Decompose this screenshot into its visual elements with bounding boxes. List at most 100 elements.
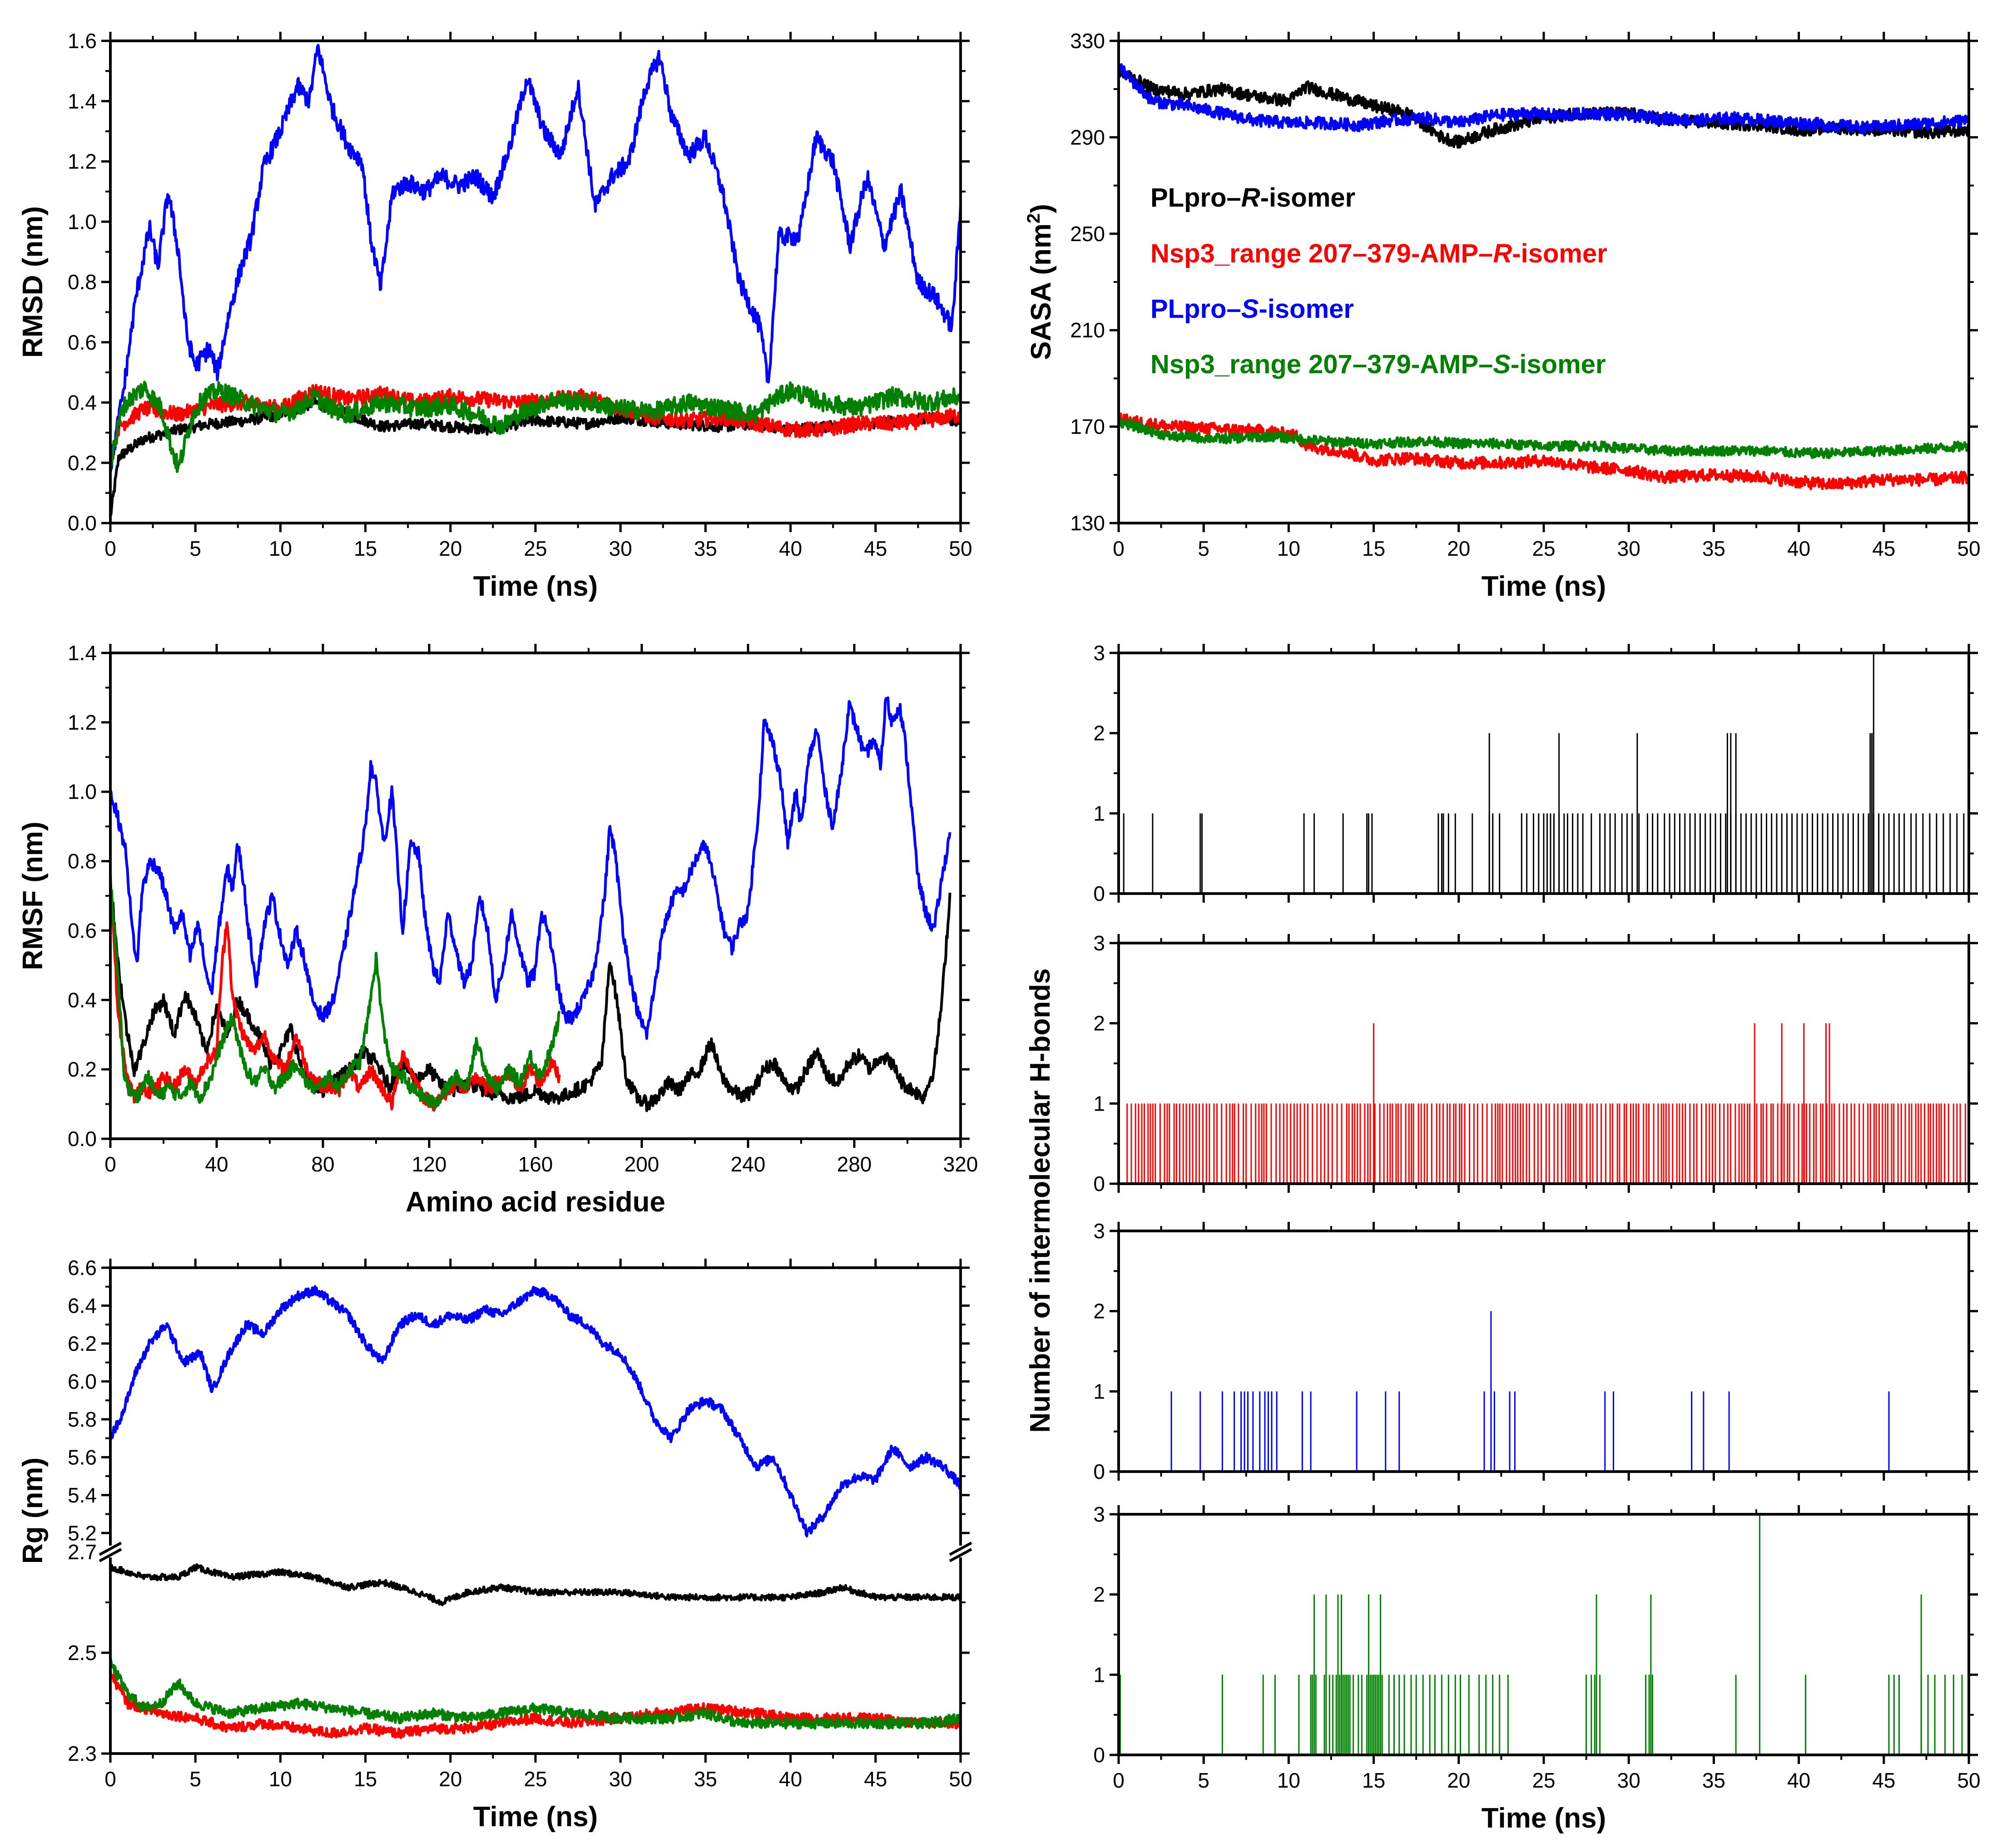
- x-tick-label: 200: [624, 1152, 659, 1176]
- y-tick-label: 5.2: [68, 1521, 97, 1545]
- y-tick-label: 6.4: [68, 1294, 97, 1317]
- series-line-nsp3-range-207-379-amp-r-isomer: [110, 877, 561, 1112]
- x-tick-label: 25: [1532, 537, 1555, 560]
- series-line-nsp3-range-207-379-amp-r-isomer: [1119, 412, 1969, 490]
- y-tick-label: 1.4: [68, 89, 97, 113]
- y-tick-label: 5.8: [68, 1408, 97, 1431]
- y-tick-label: 210: [1070, 318, 1105, 342]
- y-tick-label: 0.6: [68, 331, 97, 354]
- x-tick-label: 15: [354, 1767, 377, 1791]
- y-tick-label: 1: [1093, 1092, 1105, 1115]
- series-line-plpro-r-isomer: [110, 1563, 961, 1606]
- x-tick-label: 0: [104, 1152, 116, 1176]
- y-tick-label: 0.2: [68, 451, 97, 474]
- x-tick-label: 20: [1447, 537, 1470, 560]
- x-tick-label: 45: [1872, 537, 1895, 560]
- y-tick-label: 0: [1093, 882, 1105, 905]
- y-tick-label: 290: [1070, 125, 1105, 149]
- legend-text: Nsp3_range 207–379-AMP–: [1150, 350, 1493, 379]
- y-tick-label: 1.6: [68, 29, 97, 53]
- y-tick-label: 2: [1093, 1583, 1105, 1606]
- y-tick-label: 6.2: [68, 1332, 97, 1355]
- y-tick-label: 170: [1070, 415, 1105, 439]
- x-tick-label: 20: [439, 537, 462, 560]
- x-tick-label: 0: [1113, 1769, 1125, 1792]
- x-tick-label: 280: [837, 1152, 872, 1176]
- series-line-nsp3-range-207-379-amp-s-isomer: [1119, 418, 1969, 460]
- legend-suffix: -isomer: [1511, 350, 1606, 379]
- x-tick-label: 10: [1277, 1769, 1300, 1792]
- plot-frame: [1117, 1230, 1970, 1473]
- series-line-plpro-r-isomer: [110, 875, 951, 1112]
- series-line-plpro-r-isomer: [1119, 64, 1969, 149]
- legend-item-plpro-s-isomer: PLpro–S-isomer: [1150, 294, 1354, 324]
- y-tick-label: 130: [1070, 511, 1105, 535]
- x-tick-label: 0: [1113, 537, 1125, 560]
- axis-break-mark: [99, 1548, 122, 1562]
- y-tick-label: 3: [1093, 1219, 1105, 1243]
- axis-break-mark: [949, 1548, 972, 1562]
- sasa-chart: 0 5 10 15 20 25 30 35 40 45 50 130 170 210 250 290 330 Ti…: [1024, 29, 1981, 602]
- y-tick-label: 0.0: [68, 1127, 97, 1151]
- y-tick-label: 2: [1093, 1012, 1105, 1035]
- x-tick-label: 35: [1702, 537, 1725, 560]
- y-tick-label: 1.2: [68, 150, 97, 173]
- y-tick-label: 0: [1093, 1172, 1105, 1196]
- plot-frame: [1117, 1513, 1970, 1756]
- axis-break-mark: [99, 1542, 122, 1556]
- x-tick-label: 40: [779, 1767, 802, 1791]
- x-axis-label: Time (ns): [1482, 1803, 1606, 1834]
- x-tick-label: 25: [524, 1767, 547, 1791]
- y-tick-label: 0.4: [68, 391, 97, 415]
- x-tick-label: 80: [311, 1152, 334, 1176]
- y-tick-label: 6.0: [68, 1369, 97, 1393]
- rmsf-chart: 0 40 80 120 160 200 240 280 320 0.0 0.2 0.4 0.6 0.8 1.…: [17, 641, 978, 1218]
- y-tick-label: 1.0: [68, 780, 97, 804]
- x-tick-label: 35: [1702, 1769, 1725, 1792]
- plot-frame: [1117, 942, 1970, 1185]
- y-axis-label: RMSD (nm): [17, 206, 49, 358]
- series-line-plpro-s-isomer: [110, 1285, 961, 1537]
- legend-isomer: S: [1241, 294, 1259, 324]
- y-axis-label-end: ): [1026, 204, 1057, 213]
- x-tick-label: 160: [518, 1152, 553, 1176]
- series-line-nsp3-range-207-379-amp-s-isomer: [110, 380, 961, 473]
- y-tick-label: 2: [1093, 721, 1105, 745]
- x-tick-label: 30: [1617, 1769, 1640, 1792]
- plot-frame: [109, 40, 962, 524]
- shared-y-axis-label: Number of intermolecular H-bonds: [1025, 968, 1056, 1433]
- x-axis-label: Time (ns): [473, 571, 598, 602]
- y-tick-label: 250: [1070, 222, 1105, 246]
- y-tick-label: 2.7: [68, 1540, 97, 1564]
- y-tick-label: 5.4: [68, 1483, 97, 1507]
- series-line-nsp3-range-207-379-amp-s-isomer: [110, 880, 561, 1110]
- series-line-plpro-s-isomer: [1119, 63, 1969, 135]
- x-axis-label: Amino acid residue: [406, 1186, 665, 1218]
- x-tick-label: 10: [269, 1767, 292, 1791]
- legend-suffix: -isomer: [1512, 239, 1607, 268]
- legend-text: Nsp3_range 207–379-AMP–: [1150, 239, 1493, 268]
- hbonds-panel-nsp3-range-207-379-amp-r-isomer: 0 1 2 3: [1093, 931, 1978, 1196]
- series-line-plpro-s-isomer: [110, 44, 961, 473]
- legend-isomer: S: [1493, 350, 1511, 379]
- x-tick-label: 320: [943, 1152, 978, 1176]
- y-tick-label: 0.4: [68, 988, 97, 1012]
- axis-break-mark: [949, 1542, 972, 1556]
- x-tick-label: 30: [609, 1767, 632, 1791]
- x-tick-label: 40: [1787, 537, 1810, 560]
- series-line-nsp3-range-207-379-amp-r-isomer: [110, 1670, 961, 1739]
- y-axis-label-superscript: 2: [1024, 213, 1044, 223]
- x-tick-label: 0: [104, 1767, 116, 1791]
- y-tick-label: 0: [1093, 1743, 1105, 1767]
- y-tick-label: 0.8: [68, 270, 97, 294]
- legend-suffix: -isomer: [1260, 183, 1356, 212]
- y-tick-label: 6.6: [68, 1256, 97, 1280]
- y-tick-label: 0.8: [68, 850, 97, 873]
- x-tick-label: 15: [1362, 1769, 1385, 1792]
- y-tick-label: 2.3: [68, 1742, 97, 1765]
- plot-frame: [1117, 652, 1970, 895]
- y-tick-label: 3: [1093, 641, 1105, 665]
- x-tick-label: 50: [949, 1767, 972, 1791]
- series-line-plpro-s-isomer: [110, 696, 951, 1040]
